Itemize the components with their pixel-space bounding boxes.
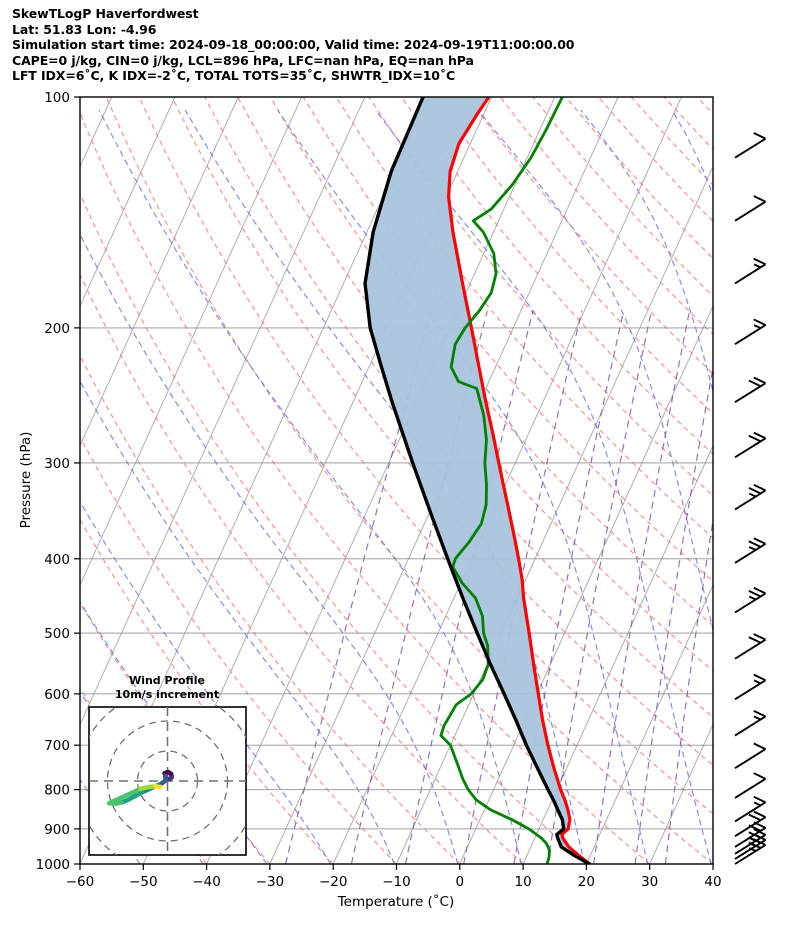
wind-barb (734, 537, 767, 564)
parcel-curve (447, 97, 592, 864)
dewpoint-curve (439, 97, 564, 864)
wind-barb (734, 431, 767, 459)
svg-text:−30: −30 (256, 874, 285, 890)
temperature-axis-ticks: −60 −50 −40 −30 −20 −10 0 10 20 30 40 (66, 864, 722, 890)
wind-barb (734, 709, 767, 737)
moist-adiabat-lines (80, 109, 713, 864)
svg-text:−60: −60 (66, 874, 95, 890)
pressure-axis-ticks: 100 200 300 400 500 600 700 800 900 1000 (36, 90, 80, 873)
wind-profile-inset: Wind Profile 10m/s increment (88, 674, 247, 856)
svg-text:700: 700 (44, 738, 70, 754)
svg-text:100: 100 (44, 90, 70, 106)
svg-text:300: 300 (44, 456, 70, 472)
wind-barb (734, 132, 767, 159)
header-title: SkewTLogP Haverfordwest (12, 6, 199, 21)
x-axis-label: Temperature (˚C) (337, 893, 455, 910)
inset-title-line1: Wind Profile (129, 674, 205, 687)
wind-barb (734, 318, 767, 345)
svg-text:30: 30 (641, 874, 658, 890)
wind-barb (734, 257, 767, 285)
wind-barb (734, 673, 767, 701)
wind-barb (734, 810, 767, 838)
svg-text:−10: −10 (382, 874, 411, 890)
temperature-curve (363, 97, 592, 864)
svg-text:−20: −20 (319, 874, 348, 890)
wind-barb (734, 586, 767, 614)
svg-text:−40: −40 (192, 874, 221, 890)
svg-text:600: 600 (44, 687, 70, 703)
wind-barb (734, 795, 767, 823)
mixing-ratio-lines (284, 310, 713, 864)
svg-text:400: 400 (44, 552, 70, 568)
inset-title-line2: 10m/s increment (115, 688, 219, 701)
header-cape-line: CAPE=0 j/kg, CIN=0 j/kg, LCL=896 hPa, LF… (12, 52, 474, 68)
header-times: Simulation start time: 2024-09-18_00:00:… (12, 37, 575, 53)
wind-barb (734, 742, 767, 769)
svg-text:0: 0 (456, 874, 465, 890)
svg-text:1000: 1000 (36, 857, 70, 873)
wind-barb (734, 376, 767, 404)
svg-text:20: 20 (578, 874, 595, 890)
figure-header: SkewTLogP Haverfordwest Lat: 51.83 Lon: … (12, 6, 782, 84)
svg-text:−50: −50 (129, 874, 158, 890)
wind-barb (734, 633, 767, 660)
header-latlon: Lat: 51.83 Lon: -4.96 (12, 21, 157, 37)
svg-text:10: 10 (515, 874, 532, 890)
wind-barb (734, 772, 767, 799)
hodograph-content (89, 707, 246, 855)
dry-adiabat-lines (80, 97, 713, 864)
svg-text:200: 200 (44, 321, 70, 337)
svg-text:900: 900 (44, 822, 70, 838)
wind-barb (734, 195, 767, 222)
header-indices-line: LFT IDX=6˚C, K IDX=-2˚C, TOTAL TOTS=35˚C… (12, 68, 456, 84)
svg-text:500: 500 (44, 626, 70, 642)
svg-text:800: 800 (44, 783, 70, 799)
wind-barbs (734, 132, 767, 865)
y-axis-label: Pressure (hPa) (18, 432, 34, 529)
wind-barb (734, 483, 767, 511)
svg-text:40: 40 (704, 874, 721, 890)
